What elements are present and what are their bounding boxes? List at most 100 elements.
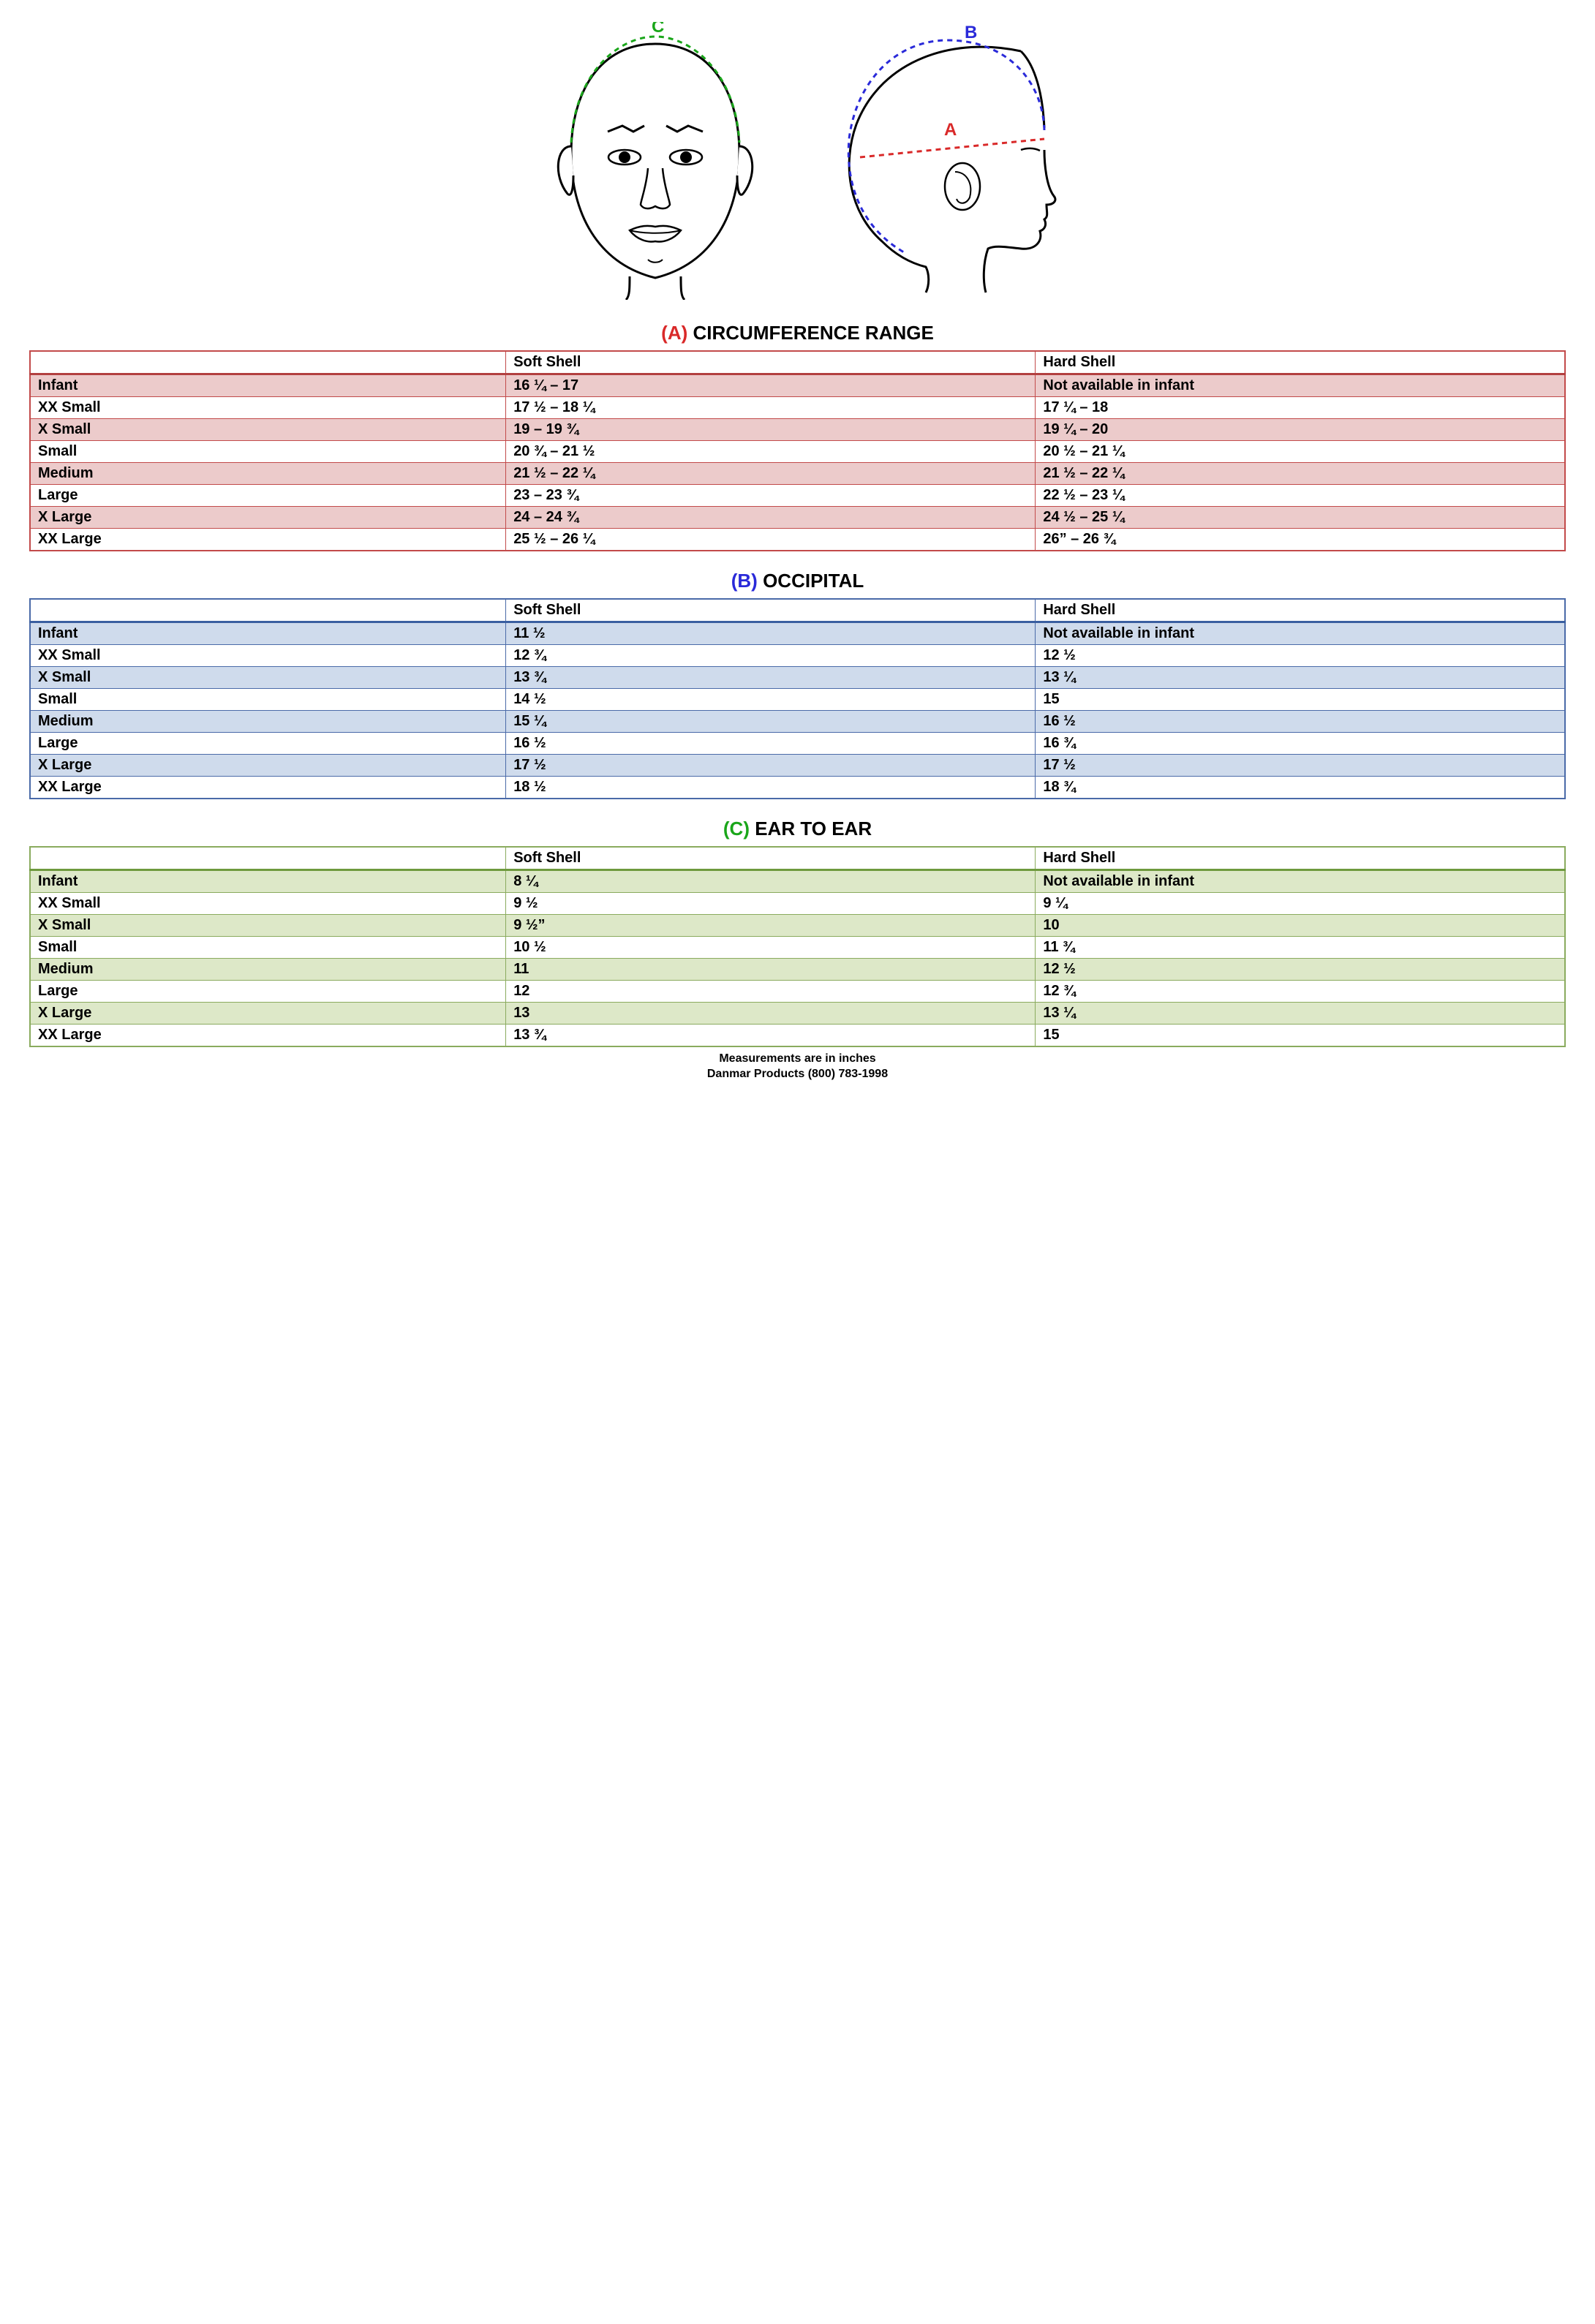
table-header-cell: [30, 351, 506, 374]
table-header-row: Soft ShellHard Shell: [30, 351, 1565, 374]
table-cell: 9 ½: [506, 893, 1036, 915]
footer-line-2: Danmar Products (800) 783-1998: [29, 1067, 1566, 1082]
table-cell: 19 – 19 ¾: [506, 419, 1036, 441]
table-cell: Not available in infant: [1036, 870, 1565, 893]
table-cell: X Small: [30, 915, 506, 937]
table-cell: Large: [30, 733, 506, 755]
table-cell: XX Large: [30, 777, 506, 799]
table-cell: 8 ¼: [506, 870, 1036, 893]
table-row: X Large1313 ¼: [30, 1003, 1565, 1025]
table-cell: 14 ½: [506, 689, 1036, 711]
table-header-cell: [30, 847, 506, 870]
table-row: Medium1112 ½: [30, 959, 1565, 981]
table-row: Large23 – 23 ¾22 ½ – 23 ¼: [30, 485, 1565, 507]
table-row: X Small13 ¾13 ¼: [30, 667, 1565, 689]
sizing-table: Soft ShellHard ShellInfant11 ½Not availa…: [29, 598, 1566, 799]
table-cell: 9 ½”: [506, 915, 1036, 937]
table-cell: XX Small: [30, 397, 506, 419]
section-letter: (A): [661, 322, 693, 344]
section-title: (C) EAR TO EAR: [29, 818, 1566, 840]
table-cell: 16 ¾: [1036, 733, 1565, 755]
table-row: X Small19 – 19 ¾19 ¼ – 20: [30, 419, 1565, 441]
table-cell: Not available in infant: [1036, 622, 1565, 645]
table-cell: 16 ½: [506, 733, 1036, 755]
table-cell: XX Small: [30, 645, 506, 667]
table-cell: 13: [506, 1003, 1036, 1025]
table-cell: 11 ¾: [1036, 937, 1565, 959]
table-cell: Small: [30, 441, 506, 463]
table-cell: 19 ¼ – 20: [1036, 419, 1565, 441]
table-cell: 24 – 24 ¾: [506, 507, 1036, 529]
table-cell: Medium: [30, 463, 506, 485]
table-cell: 18 ¾: [1036, 777, 1565, 799]
table-row: Infant16 ¼ – 17Not available in infant: [30, 374, 1565, 397]
head-diagram: C A B: [29, 22, 1566, 300]
table-row: XX Small12 ¾12 ½: [30, 645, 1565, 667]
table-cell: 20 ¾ – 21 ½: [506, 441, 1036, 463]
footer-line-1: Measurements are in inches: [29, 1052, 1566, 1067]
footer: Measurements are in inches Danmar Produc…: [29, 1052, 1566, 1082]
table-row: Medium15 ¼16 ½: [30, 711, 1565, 733]
table-row: XX Small9 ½9 ¼: [30, 893, 1565, 915]
table-header-row: Soft ShellHard Shell: [30, 847, 1565, 870]
table-cell: 12 ¾: [1036, 981, 1565, 1003]
head-profile-svg: A B: [802, 22, 1065, 300]
table-cell: 13 ¼: [1036, 667, 1565, 689]
table-cell: 13 ¼: [1036, 1003, 1565, 1025]
table-header-cell: Soft Shell: [506, 351, 1036, 374]
table-header-cell: Hard Shell: [1036, 351, 1565, 374]
table-header-cell: Hard Shell: [1036, 599, 1565, 622]
table-cell: 22 ½ – 23 ¼: [1036, 485, 1565, 507]
table-cell: XX Small: [30, 893, 506, 915]
table-header-cell: [30, 599, 506, 622]
table-cell: 13 ¾: [506, 667, 1036, 689]
table-cell: 21 ½ – 22 ¼: [506, 463, 1036, 485]
table-cell: 16 ½: [1036, 711, 1565, 733]
table-cell: Not available in infant: [1036, 374, 1565, 397]
section-title: (A) CIRCUMFERENCE RANGE: [29, 322, 1566, 344]
table-cell: 16 ¼ – 17: [506, 374, 1036, 397]
table-cell: 13 ¾: [506, 1025, 1036, 1047]
section-name: OCCIPITAL: [763, 570, 864, 592]
section-letter: (B): [731, 570, 763, 592]
table-cell: 24 ½ – 25 ¼: [1036, 507, 1565, 529]
table-cell: 12: [506, 981, 1036, 1003]
table-cell: Infant: [30, 374, 506, 397]
table-cell: 12 ½: [1036, 959, 1565, 981]
table-cell: 10 ½: [506, 937, 1036, 959]
table-row: Infant11 ½Not available in infant: [30, 622, 1565, 645]
table-cell: Small: [30, 689, 506, 711]
table-cell: 17 ½: [1036, 755, 1565, 777]
table-cell: Large: [30, 981, 506, 1003]
diagram-label-c: C: [652, 22, 664, 37]
table-header-cell: Hard Shell: [1036, 847, 1565, 870]
table-cell: 12 ¾: [506, 645, 1036, 667]
table-cell: 15 ¼: [506, 711, 1036, 733]
table-cell: X Large: [30, 755, 506, 777]
table-cell: X Small: [30, 667, 506, 689]
table-row: Large16 ½16 ¾: [30, 733, 1565, 755]
table-row: X Small9 ½”10: [30, 915, 1565, 937]
section-letter: (C): [723, 818, 755, 840]
diagram-label-b: B: [965, 23, 977, 42]
table-cell: Medium: [30, 711, 506, 733]
head-front-svg: C: [531, 22, 780, 300]
table-cell: 17 ½ – 18 ¼: [506, 397, 1036, 419]
table-row: XX Small17 ½ – 18 ¼17 ¼ – 18: [30, 397, 1565, 419]
table-header-cell: Soft Shell: [506, 847, 1036, 870]
sizing-table: Soft ShellHard ShellInfant16 ¼ – 17Not a…: [29, 350, 1566, 551]
table-row: XX Large25 ½ – 26 ¼26” – 26 ¾: [30, 529, 1565, 551]
table-cell: 15: [1036, 689, 1565, 711]
table-row: X Large24 – 24 ¾24 ½ – 25 ¼: [30, 507, 1565, 529]
table-cell: X Large: [30, 1003, 506, 1025]
table-cell: 25 ½ – 26 ¼: [506, 529, 1036, 551]
table-row: XX Large18 ½18 ¾: [30, 777, 1565, 799]
table-row: Medium21 ½ – 22 ¼21 ½ – 22 ¼: [30, 463, 1565, 485]
table-cell: 26” – 26 ¾: [1036, 529, 1565, 551]
sizing-table: Soft ShellHard ShellInfant8 ¼Not availab…: [29, 846, 1566, 1047]
table-cell: 9 ¼: [1036, 893, 1565, 915]
table-cell: Small: [30, 937, 506, 959]
table-header-cell: Soft Shell: [506, 599, 1036, 622]
table-cell: 10: [1036, 915, 1565, 937]
diagram-label-a: A: [944, 120, 957, 140]
